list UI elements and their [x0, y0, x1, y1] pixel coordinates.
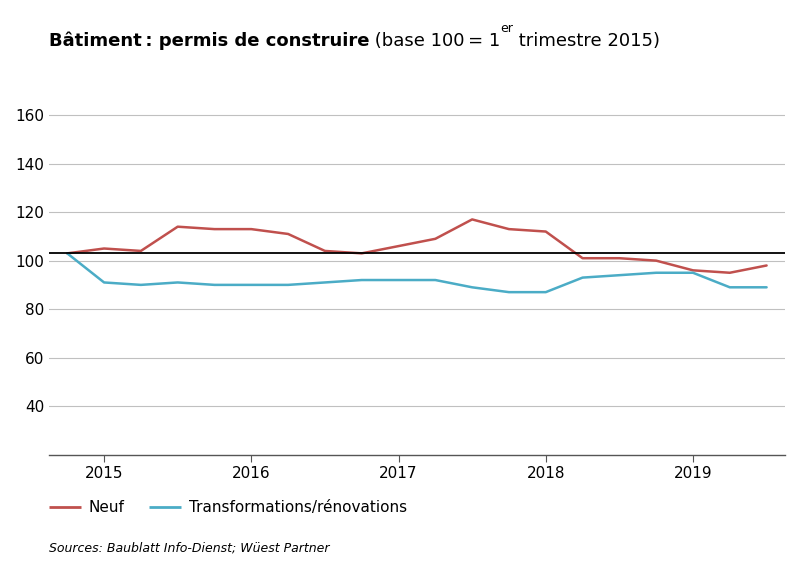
Text: er: er	[501, 22, 514, 36]
Text: trimestre 2015): trimestre 2015)	[514, 32, 661, 50]
Text: (base 100 = 1: (base 100 = 1	[370, 32, 501, 50]
Text: Transformations/rénovations: Transformations/rénovations	[189, 500, 407, 515]
Text: Neuf: Neuf	[89, 500, 125, 515]
Text: Bâtiment : permis de construire: Bâtiment : permis de construire	[49, 32, 370, 50]
Text: Sources: Baublatt Info-Dienst; Wüest Partner: Sources: Baublatt Info-Dienst; Wüest Par…	[49, 541, 330, 555]
